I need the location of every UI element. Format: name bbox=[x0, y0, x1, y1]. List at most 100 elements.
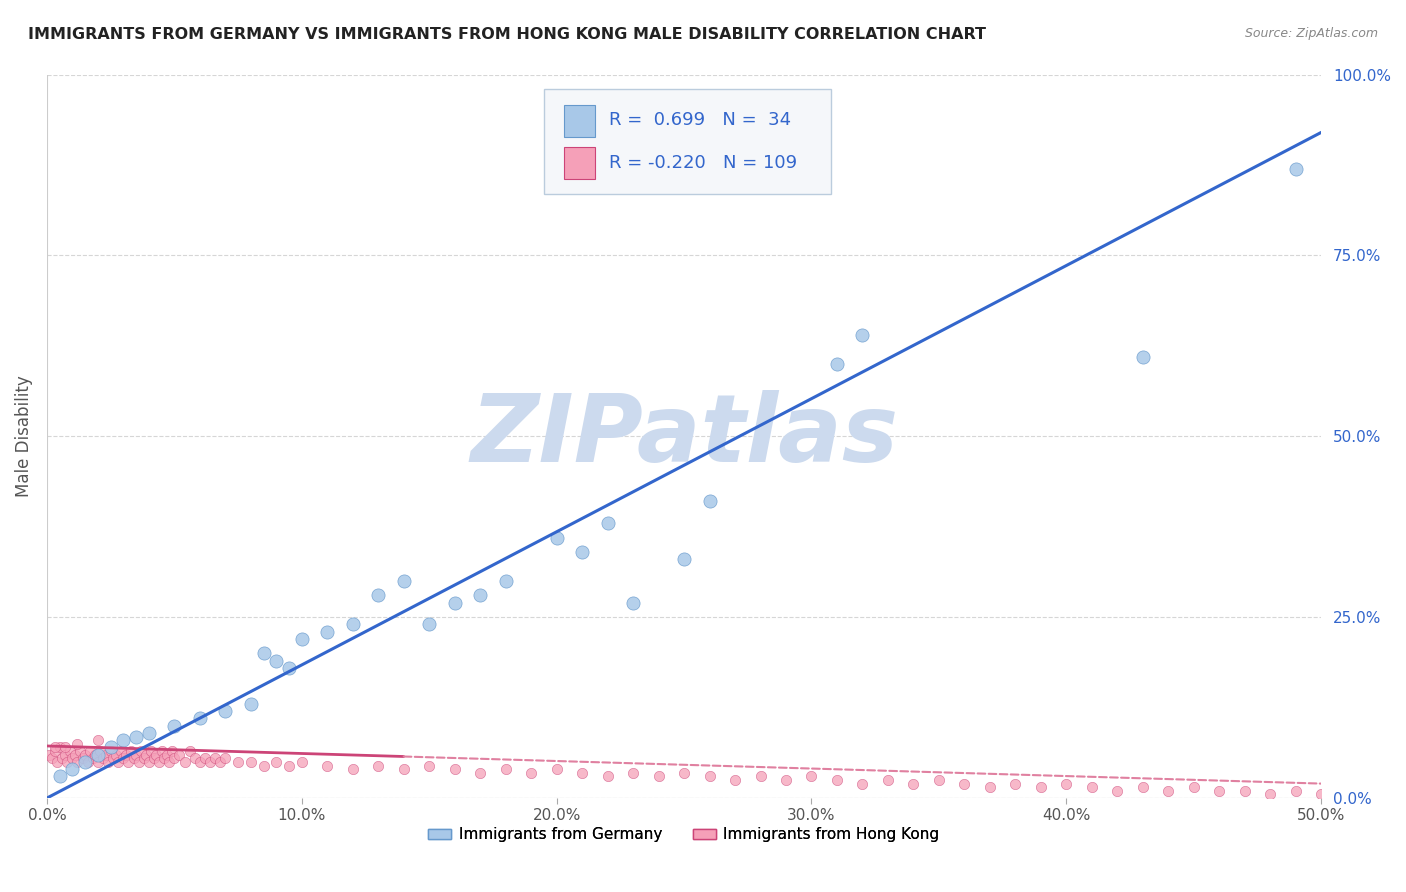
Point bbox=[188, 711, 211, 725]
Point bbox=[63, 747, 86, 762]
Point bbox=[84, 747, 107, 762]
Point bbox=[278, 758, 301, 772]
Point bbox=[1285, 784, 1308, 798]
Point bbox=[1157, 784, 1180, 798]
Point bbox=[596, 769, 619, 783]
Point bbox=[204, 751, 226, 765]
Point bbox=[69, 744, 91, 758]
Point bbox=[38, 747, 60, 762]
Point bbox=[100, 740, 122, 755]
Point bbox=[928, 772, 950, 787]
Point bbox=[316, 624, 339, 639]
Point bbox=[1233, 784, 1256, 798]
Point bbox=[153, 751, 176, 765]
Point bbox=[264, 654, 287, 668]
Point bbox=[367, 589, 389, 603]
Point bbox=[75, 747, 97, 762]
Point bbox=[53, 747, 76, 762]
Point bbox=[470, 589, 492, 603]
Point bbox=[107, 755, 129, 769]
Point bbox=[41, 751, 63, 765]
Point bbox=[44, 740, 66, 755]
Point bbox=[48, 740, 70, 755]
Point bbox=[621, 596, 644, 610]
Point bbox=[163, 751, 186, 765]
Point bbox=[101, 751, 124, 765]
Point bbox=[1182, 780, 1205, 795]
Point bbox=[112, 733, 135, 747]
Point bbox=[89, 744, 111, 758]
Text: R = -0.220   N = 109: R = -0.220 N = 109 bbox=[609, 153, 797, 172]
Point bbox=[87, 747, 110, 762]
Point bbox=[169, 747, 191, 762]
FancyBboxPatch shape bbox=[564, 147, 595, 178]
Point bbox=[156, 747, 179, 762]
Point bbox=[150, 744, 173, 758]
Point bbox=[59, 744, 82, 758]
Point bbox=[48, 769, 70, 783]
Point bbox=[198, 755, 221, 769]
Point bbox=[44, 744, 66, 758]
Point bbox=[699, 769, 721, 783]
Point bbox=[75, 755, 97, 769]
Point bbox=[443, 762, 465, 776]
Point bbox=[291, 632, 314, 646]
Point bbox=[825, 357, 848, 371]
Point bbox=[132, 751, 155, 765]
Point bbox=[418, 617, 440, 632]
Point bbox=[56, 755, 79, 769]
Point bbox=[110, 744, 132, 758]
Point bbox=[264, 755, 287, 769]
Point bbox=[138, 755, 160, 769]
Point bbox=[851, 328, 873, 343]
Point bbox=[673, 552, 696, 566]
Point bbox=[647, 769, 669, 783]
Point bbox=[53, 740, 76, 755]
Point bbox=[173, 755, 195, 769]
Point bbox=[122, 751, 145, 765]
Text: Source: ZipAtlas.com: Source: ZipAtlas.com bbox=[1244, 27, 1378, 40]
Point bbox=[138, 726, 160, 740]
Point bbox=[129, 744, 152, 758]
Point bbox=[367, 758, 389, 772]
Point bbox=[877, 772, 900, 787]
FancyBboxPatch shape bbox=[544, 89, 831, 194]
Point bbox=[252, 646, 274, 660]
Point bbox=[546, 762, 568, 776]
Point bbox=[117, 755, 139, 769]
Point bbox=[520, 765, 543, 780]
Point bbox=[418, 758, 440, 772]
Point bbox=[97, 755, 120, 769]
Point bbox=[571, 765, 593, 780]
Point bbox=[163, 719, 186, 733]
Point bbox=[87, 755, 110, 769]
Point bbox=[76, 755, 98, 769]
Point bbox=[979, 780, 1001, 795]
Point bbox=[214, 704, 236, 718]
Point bbox=[239, 755, 262, 769]
Point bbox=[104, 747, 127, 762]
Point bbox=[825, 772, 848, 787]
Point bbox=[194, 751, 217, 765]
Legend: Immigrants from Germany, Immigrants from Hong Kong: Immigrants from Germany, Immigrants from… bbox=[422, 821, 946, 848]
Point bbox=[142, 751, 165, 765]
Point bbox=[1107, 784, 1129, 798]
Point bbox=[1285, 161, 1308, 176]
Point bbox=[342, 762, 364, 776]
Point bbox=[120, 744, 142, 758]
Point bbox=[51, 751, 73, 765]
Point bbox=[141, 744, 163, 758]
Point bbox=[94, 747, 117, 762]
Point bbox=[278, 661, 301, 675]
Point bbox=[148, 755, 170, 769]
Point bbox=[749, 769, 772, 783]
Point bbox=[621, 765, 644, 780]
Point bbox=[392, 762, 415, 776]
Point bbox=[673, 765, 696, 780]
Point bbox=[72, 751, 94, 765]
Point bbox=[699, 494, 721, 508]
Text: R =  0.699   N =  34: R = 0.699 N = 34 bbox=[609, 112, 792, 129]
Point bbox=[91, 751, 114, 765]
Point bbox=[903, 776, 925, 790]
Point bbox=[495, 762, 517, 776]
